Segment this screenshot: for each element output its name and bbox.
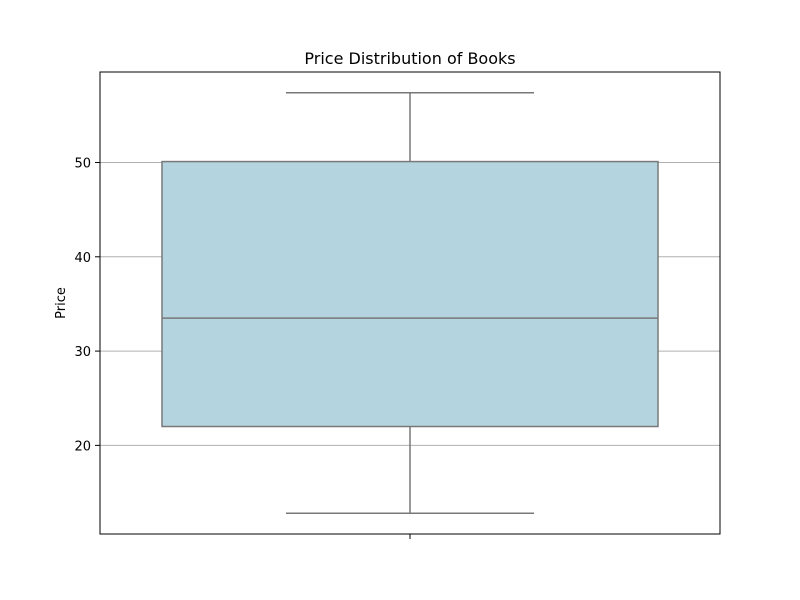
- y-axis-label: Price: [54, 287, 69, 319]
- y-tick-label: 40: [74, 251, 91, 266]
- y-axis: 20 30 40 50: [74, 157, 100, 454]
- iqr-box: [161, 160, 659, 428]
- y-tick-label: 50: [74, 157, 91, 172]
- y-tick-label: 30: [74, 345, 91, 360]
- chart-title: Price Distribution of Books: [304, 49, 515, 68]
- y-tick-label: 20: [74, 439, 91, 454]
- box-plot: [161, 91, 659, 515]
